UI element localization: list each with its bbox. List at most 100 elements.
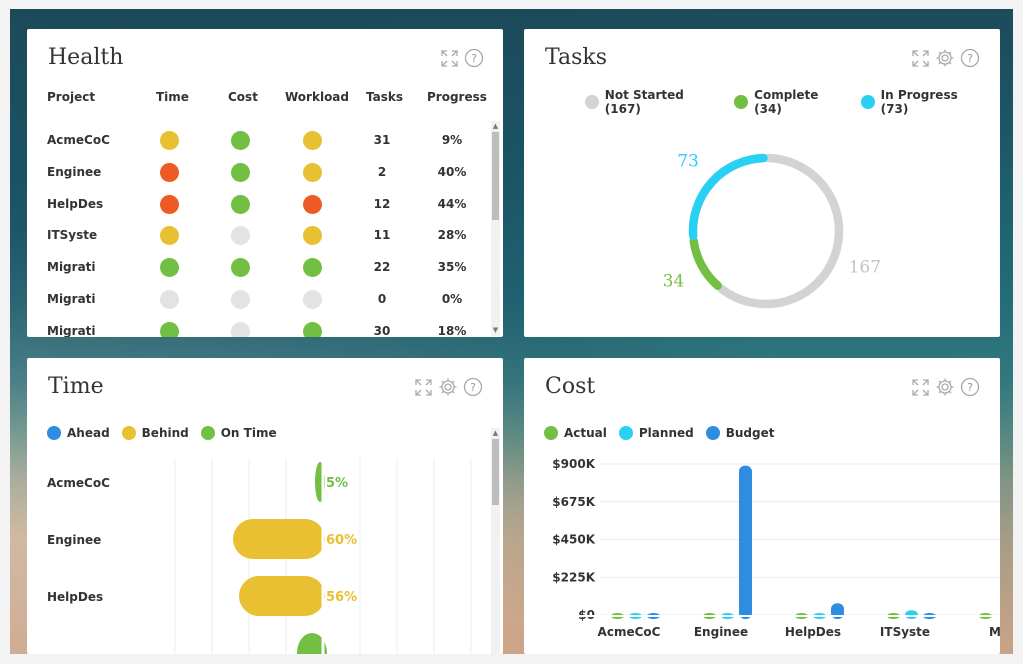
cost-legend: Actual Planned Budget bbox=[544, 426, 786, 440]
workload-status-dot bbox=[303, 226, 322, 246]
gear-icon[interactable] bbox=[935, 377, 955, 397]
svg-text:?: ? bbox=[967, 52, 973, 65]
legend-item[interactable]: On Time bbox=[200, 426, 277, 440]
scroll-down-arrow[interactable]: ▼ bbox=[492, 326, 499, 334]
scroll-thumb[interactable] bbox=[492, 439, 499, 505]
gear-icon[interactable] bbox=[438, 377, 458, 397]
help-icon[interactable]: ? bbox=[464, 48, 484, 68]
svg-text:?: ? bbox=[470, 381, 476, 394]
time-title: Time bbox=[48, 374, 104, 399]
time-bar-partial bbox=[297, 633, 327, 654]
legend-item[interactable]: Behind bbox=[121, 426, 189, 440]
data-label: 5% bbox=[326, 476, 348, 491]
time-tools: ? bbox=[414, 377, 483, 397]
legend-label: Actual bbox=[564, 426, 607, 440]
tasks-legend: Not Started (167) Complete (34) In Progres… bbox=[585, 88, 1000, 116]
gear-icon[interactable] bbox=[935, 48, 955, 68]
legend-swatch bbox=[585, 95, 599, 109]
tasks-panel: Tasks ? Not Started (167) Complete (34) In… bbox=[524, 29, 1000, 337]
cost-status-dot bbox=[231, 194, 250, 214]
workload-status-dot bbox=[303, 290, 322, 309]
col-workload: Workload bbox=[285, 90, 349, 104]
tasks-count: 22 bbox=[373, 260, 391, 275]
progress-percent: 18% bbox=[437, 323, 467, 337]
workload-status-dot bbox=[303, 162, 322, 182]
category-label: HelpDes bbox=[47, 590, 103, 604]
table-row[interactable]: Migrati 0 0% bbox=[27, 285, 487, 313]
cost-title: Cost bbox=[545, 374, 596, 399]
time-bar bbox=[239, 576, 325, 616]
cost-status-dot bbox=[231, 258, 250, 278]
expand-icon[interactable] bbox=[911, 378, 930, 397]
y-tick-label: $675K bbox=[552, 495, 595, 509]
legend-item[interactable]: Not Started (167) bbox=[585, 88, 722, 116]
table-row[interactable]: Migrati 30 18% bbox=[27, 317, 487, 337]
donut-slice-complete bbox=[689, 236, 722, 290]
baseline-mask bbox=[524, 615, 1000, 617]
col-tasks: Tasks bbox=[366, 90, 404, 104]
dashboard-background: Health ? Project Time Cost Workload Task… bbox=[10, 9, 1013, 654]
table-row[interactable]: AcmeCoC 31 9% bbox=[27, 126, 487, 154]
col-project: Project bbox=[47, 90, 96, 104]
cost-status-dot bbox=[231, 290, 250, 309]
legend-item[interactable]: Budget bbox=[705, 426, 775, 440]
health-table-body: AcmeCoC 31 9% Enginee 2 40% HelpDes 12 44% ITSyst… bbox=[27, 117, 487, 337]
project-name: AcmeCoC bbox=[47, 133, 110, 147]
legend-swatch bbox=[734, 95, 749, 109]
legend-item[interactable]: In Progress (73) bbox=[860, 88, 988, 116]
scroll-thumb[interactable] bbox=[492, 132, 499, 220]
time-legend: Ahead Behind On Time bbox=[47, 426, 289, 440]
table-row[interactable]: ITSyste 11 28% bbox=[27, 221, 487, 249]
table-row[interactable]: Migrati 22 35% bbox=[27, 253, 487, 281]
time-status-dot bbox=[160, 290, 179, 309]
expand-icon[interactable] bbox=[440, 49, 459, 68]
col-cost: Cost bbox=[228, 90, 258, 104]
time-bar-chart: AcmeCoC Enginee HelpDes 5% 60% 56% bbox=[47, 458, 472, 654]
x-tick-label: HelpDes bbox=[785, 625, 841, 639]
legend-label: On Time bbox=[220, 426, 277, 440]
donut-data-label: 34 bbox=[663, 272, 685, 292]
help-icon[interactable]: ? bbox=[463, 377, 483, 397]
tasks-count: 30 bbox=[373, 323, 391, 337]
x-tick-label: ITSyste bbox=[880, 625, 930, 639]
table-row[interactable]: HelpDes 12 44% bbox=[27, 190, 487, 218]
legend-swatch bbox=[705, 426, 720, 440]
expand-icon[interactable] bbox=[414, 378, 433, 397]
legend-item[interactable]: Actual bbox=[544, 426, 607, 440]
time-status-dot bbox=[160, 321, 179, 337]
workload-status-dot bbox=[303, 321, 322, 337]
legend-item[interactable]: Complete (34) bbox=[734, 88, 849, 116]
legend-label: Behind bbox=[141, 426, 189, 440]
legend-label: Not Started (167) bbox=[604, 88, 684, 116]
legend-item[interactable]: Planned bbox=[618, 426, 694, 440]
time-status-dot bbox=[160, 162, 179, 182]
expand-icon[interactable] bbox=[911, 49, 930, 68]
project-name: ITSyste bbox=[47, 228, 98, 243]
workload-status-dot bbox=[303, 194, 322, 214]
help-icon[interactable]: ? bbox=[960, 48, 980, 68]
help-icon[interactable]: ? bbox=[960, 377, 980, 397]
scroll-up-arrow[interactable]: ▲ bbox=[492, 429, 499, 437]
tasks-donut-chart: 167 34 73 bbox=[663, 152, 881, 309]
health-tools: ? bbox=[440, 48, 484, 68]
y-tick-label: $900K bbox=[552, 458, 595, 471]
project-name: HelpDes bbox=[47, 196, 104, 211]
legend-swatch bbox=[860, 95, 875, 109]
legend-item[interactable]: Ahead bbox=[47, 426, 110, 440]
y-tick-label: $225K bbox=[552, 570, 595, 584]
donut-slice-not-started bbox=[717, 153, 844, 309]
workload-status-dot bbox=[303, 258, 322, 278]
table-row[interactable]: Enginee 2 40% bbox=[27, 158, 487, 186]
scroll-up-arrow[interactable]: ▲ bbox=[492, 122, 499, 130]
tasks-count: 2 bbox=[377, 164, 387, 179]
legend-label: Budget bbox=[725, 426, 775, 440]
health-scrollbar[interactable]: ▲ ▼ bbox=[491, 121, 500, 336]
legend-swatch bbox=[618, 426, 633, 440]
category-label: Enginee bbox=[47, 533, 101, 547]
donut-slice-in-progress bbox=[688, 153, 768, 241]
legend-swatch bbox=[121, 426, 136, 440]
time-bar bbox=[233, 519, 325, 559]
time-scrollbar[interactable]: ▲ bbox=[491, 428, 500, 654]
cost-bar-chart: $900K$675K$450K$225K$0AcmeCoCEngineeHelp… bbox=[524, 458, 1000, 639]
bar-planned bbox=[905, 610, 918, 619]
